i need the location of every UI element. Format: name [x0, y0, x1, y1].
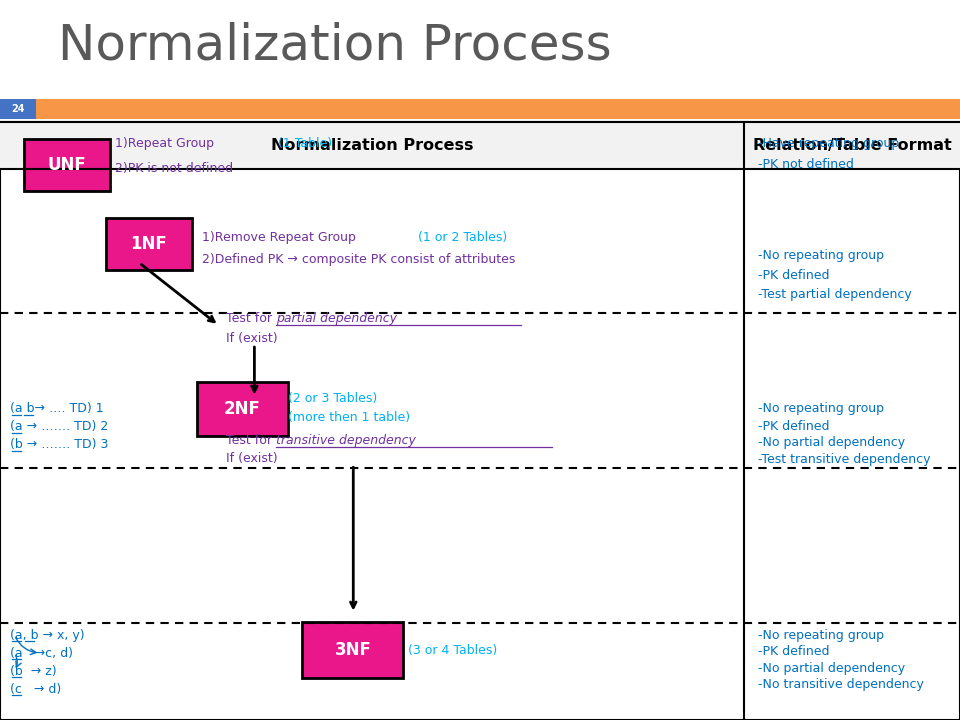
FancyBboxPatch shape: [36, 99, 960, 119]
Text: (a b→ …. TD) 1: (a b→ …. TD) 1: [10, 402, 104, 415]
Text: partial dependency: partial dependency: [276, 312, 397, 325]
Text: Relation/Table Format: Relation/Table Format: [753, 138, 951, 153]
FancyBboxPatch shape: [0, 122, 960, 169]
Text: -Test partial dependency: -Test partial dependency: [758, 288, 912, 301]
FancyBboxPatch shape: [0, 122, 960, 720]
Text: -PK defined: -PK defined: [758, 269, 829, 282]
Text: (2 or 3 Tables): (2 or 3 Tables): [288, 392, 377, 405]
Text: -PK defined: -PK defined: [758, 645, 829, 658]
Text: If (exist): If (exist): [226, 452, 277, 465]
FancyBboxPatch shape: [302, 622, 403, 678]
Text: (a → ……. TD) 2: (a → ……. TD) 2: [10, 420, 108, 433]
Text: -Test transitive dependency: -Test transitive dependency: [758, 453, 931, 466]
Text: UNF: UNF: [48, 156, 86, 174]
Text: (b  → z): (b → z): [10, 665, 57, 678]
Text: 24: 24: [12, 104, 25, 114]
Text: -No repeating group: -No repeating group: [758, 629, 884, 642]
FancyBboxPatch shape: [0, 99, 36, 119]
Text: 3NF: 3NF: [335, 641, 372, 660]
Text: -No repeating group: -No repeating group: [758, 249, 884, 262]
Text: (more then 1 table): (more then 1 table): [288, 411, 410, 424]
Text: -No partial dependency: -No partial dependency: [758, 436, 905, 449]
FancyBboxPatch shape: [106, 218, 192, 270]
Text: -No transitive dependency: -No transitive dependency: [758, 678, 924, 691]
Text: 1NF: 1NF: [131, 235, 167, 253]
Text: 1)Repeat Group: 1)Repeat Group: [115, 138, 214, 150]
Text: (a, b → x, y): (a, b → x, y): [10, 629, 84, 642]
Text: (b → ……. TD) 3: (b → ……. TD) 3: [10, 438, 108, 451]
Text: transitive dependency: transitive dependency: [276, 434, 417, 447]
Text: -No partial dependency: -No partial dependency: [758, 662, 905, 675]
Text: Normalization Process: Normalization Process: [58, 22, 612, 70]
Text: (1 or 2 Tables): (1 or 2 Tables): [418, 231, 507, 244]
FancyBboxPatch shape: [197, 382, 288, 436]
Text: (a   →c, d): (a →c, d): [10, 647, 73, 660]
Text: -PK not defined: -PK not defined: [758, 158, 854, 171]
Text: -Have repeating group: -Have repeating group: [758, 138, 900, 150]
Text: 2)PK is not defined: 2)PK is not defined: [115, 162, 233, 175]
Text: Test for: Test for: [226, 312, 276, 325]
Text: (c   → d): (c → d): [10, 683, 60, 696]
Text: Normalization Process: Normalization Process: [271, 138, 473, 153]
Text: 2)Defined PK → composite PK consist of attributes: 2)Defined PK → composite PK consist of a…: [202, 253, 515, 266]
Text: 2NF: 2NF: [224, 400, 260, 418]
Text: -No repeating group: -No repeating group: [758, 402, 884, 415]
FancyBboxPatch shape: [24, 139, 110, 191]
Text: If (exist): If (exist): [226, 332, 277, 345]
Text: (3 or 4 Tables): (3 or 4 Tables): [408, 644, 497, 657]
Text: Test for: Test for: [226, 434, 276, 447]
Text: -PK defined: -PK defined: [758, 420, 829, 433]
Text: 1)Remove Repeat Group: 1)Remove Repeat Group: [202, 231, 355, 244]
Text: (1 Table): (1 Table): [278, 138, 332, 150]
